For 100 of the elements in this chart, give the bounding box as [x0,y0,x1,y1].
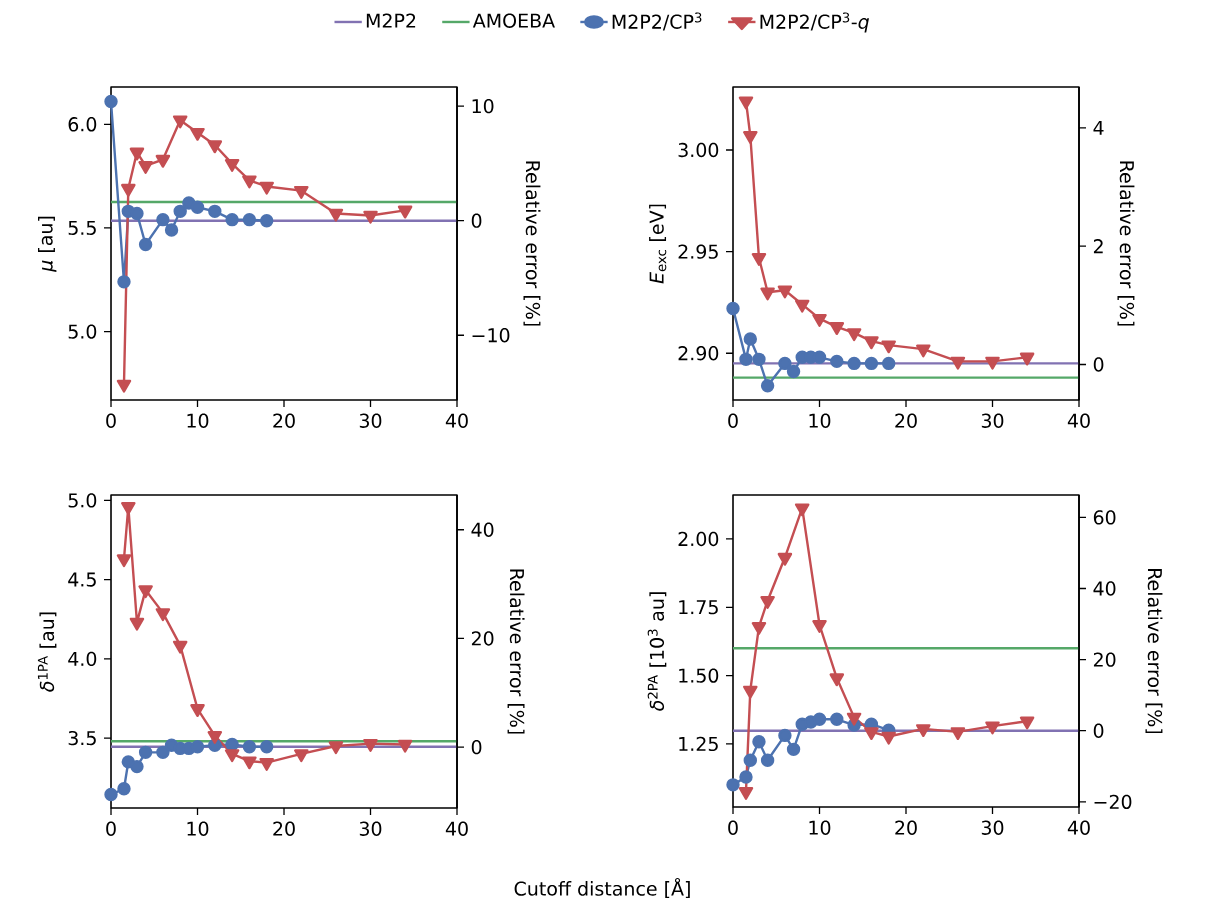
point [138,585,153,599]
y2-axis-title: Relative error [%] [1145,569,1163,734]
point [117,275,131,289]
point [190,704,205,717]
point [138,745,153,760]
y2-tick-label: 4 [1093,120,1104,135]
y-axis-title: μ [au] [38,216,57,273]
x-tick-label: 30 [981,820,1004,835]
point [172,640,188,654]
x-axis-title: Cutoff distance [Å] [514,877,690,899]
point [985,356,1000,370]
point [397,205,413,219]
y2-tick-label: 2 [1093,239,1103,254]
y-tick-label: 1.25 [679,736,718,752]
point [812,620,827,633]
y2-tick-label: 40 [1093,581,1116,596]
y2-axis-title: Relative error [%] [523,161,541,326]
point [156,212,170,227]
x-tick-label: 0 [728,820,738,835]
y-tick-label: 6.0 [68,117,97,132]
point [777,285,793,299]
x-tick-label: 40 [445,821,468,836]
point [208,204,222,219]
point [156,745,170,760]
y2-tick-label: 40 [471,522,494,537]
y-axis-title: δ$^{2PA}$ [10$^{3}$ au] [647,592,667,711]
point [739,352,753,367]
y2-tick-label: 10 [472,98,494,114]
y2-tick-label: 20 [471,631,494,646]
y2-axis-title: Relative error [%] [1117,161,1135,326]
point [138,161,153,174]
point [916,344,931,358]
point [116,554,132,568]
point [864,727,879,741]
point [224,749,240,763]
y2-tick-label: 20 [1093,652,1116,667]
point [172,115,188,129]
point [743,131,758,144]
y2-tick-label: 60 [1093,510,1116,525]
point [864,356,879,371]
point [130,206,144,221]
point [985,721,1000,735]
point [328,741,344,755]
x-tick-label: 10 [809,413,831,428]
y-tick-label: 2.90 [678,346,719,361]
x-tick-label: 40 [445,413,468,428]
point [882,356,896,371]
point [829,673,845,687]
point [812,313,827,327]
point [242,175,257,189]
y2-tick-label: 0 [471,739,482,755]
point [794,503,810,517]
point [190,200,205,214]
point [363,210,378,224]
point [104,787,118,802]
point [225,212,239,227]
point [726,301,740,316]
point [129,147,145,161]
point [760,596,775,609]
point [778,728,792,743]
y-tick-label: 2.95 [678,244,718,259]
point [1019,716,1035,730]
point [881,340,896,354]
point [786,742,801,757]
x-tick-label: 20 [895,820,917,835]
point [751,253,767,266]
point [738,786,754,800]
point [397,739,413,753]
point [242,212,257,227]
y-tick-label: 3.5 [68,730,96,746]
y-axis-title: δ$^{1PA}$ [au] [37,612,57,692]
y-tick-label: 1.50 [679,668,719,683]
point [777,552,793,566]
point [881,731,896,745]
point [830,712,844,726]
point [328,208,344,222]
point [726,778,740,792]
x-tick-label: 30 [359,413,382,428]
y-tick-label: 5.5 [68,220,96,235]
point [751,621,767,635]
legend-label: M2P2 [366,13,416,28]
legend-label: M2P2/CP$^{3}$-q [760,12,869,33]
point [294,185,309,199]
legend-label: M2P2/CP$^{3}$ [612,12,702,31]
y-tick-label: 5.0 [68,493,97,508]
point [846,328,862,342]
point [259,181,274,195]
point [207,731,223,744]
legend-label: AMOEBA [472,13,555,28]
y-tick-label: 4.0 [68,651,97,667]
x-tick-label: 10 [187,821,209,836]
point [260,740,274,754]
point [121,183,136,197]
x-tick-label: 20 [273,821,295,836]
x-tick-label: 30 [981,413,1004,428]
point [138,237,153,252]
point [129,617,145,631]
x-tick-label: 10 [809,820,831,835]
x-tick-label: 20 [273,413,295,428]
x-tick-label: 10 [187,413,209,428]
